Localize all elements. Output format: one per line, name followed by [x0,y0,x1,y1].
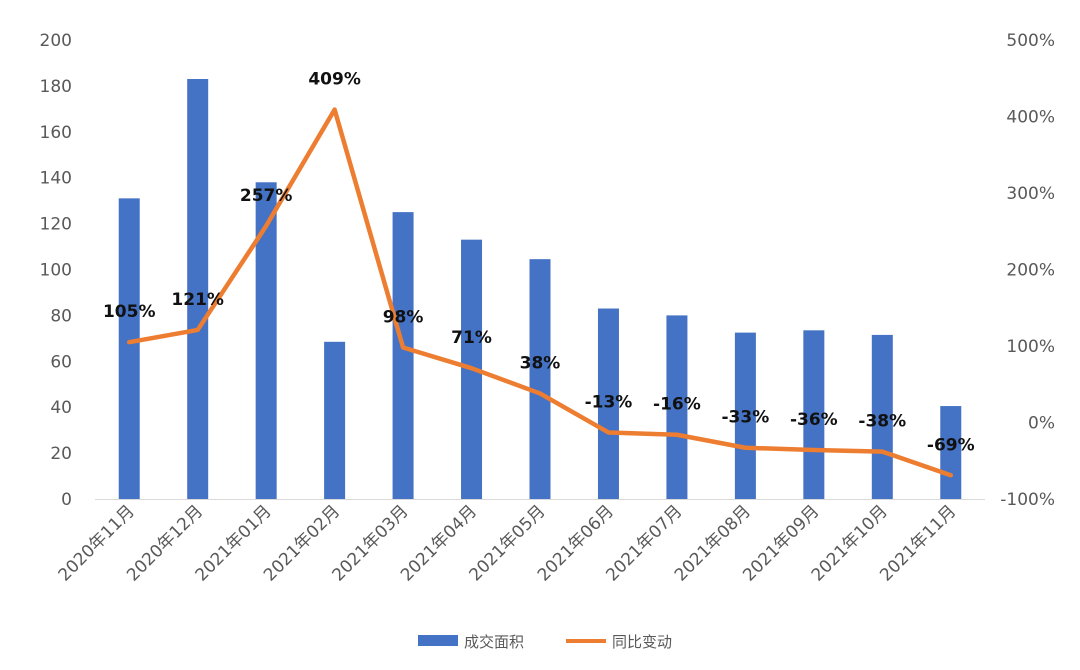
y-left-tick: 140 [40,169,72,189]
y-left-tick: 200 [40,31,72,51]
bar [119,198,140,499]
y-right-tick: 0% [1028,414,1055,434]
data-label: 257% [240,186,293,206]
y-right-tick: 400% [1006,108,1055,128]
y-left-tick: 180 [40,77,72,97]
x-axis-ticks: 2020年11月2020年12月2021年01月2021年02月2021年03月… [55,501,961,585]
y-right-tick: 100% [1006,337,1055,357]
data-label: 98% [383,308,424,328]
data-label: 71% [451,328,492,348]
bar [530,259,551,499]
data-label: 105% [103,302,156,322]
y-right-tick: 300% [1006,184,1055,204]
legend-label-line: 同比变动 [612,633,672,651]
legend-swatch-bar [418,635,458,646]
data-label: -69% [927,435,975,455]
data-label: -13% [585,392,633,412]
y-left-tick: 20 [50,444,72,464]
y-right-tick: 500% [1006,31,1055,51]
right-axis-ticks: -100% 0% 100% 200% 300% 400% 500% [1000,31,1055,510]
bar [393,212,414,499]
y-left-tick: 40 [50,398,72,418]
y-left-tick: 0 [61,490,72,510]
data-label: 38% [520,353,561,373]
data-label: -36% [790,410,838,430]
data-label: 121% [171,290,224,310]
data-label: -38% [858,412,906,432]
data-label: -16% [653,395,701,415]
y-left-tick: 80 [50,306,72,326]
bar-series [119,79,962,499]
y-right-tick: -100% [1000,490,1055,510]
y-left-tick: 100 [40,261,72,281]
left-axis-ticks: 0 20 40 60 80 100 120 140 160 180 200 [40,31,72,510]
y-left-tick: 60 [50,352,72,372]
data-label: 409% [308,70,361,90]
y-left-tick: 160 [40,123,72,143]
legend-label-bar: 成交面积 [464,633,524,651]
legend: 成交面积 同比变动 [418,633,672,651]
bar [324,342,345,499]
y-right-tick: 200% [1006,261,1055,281]
data-label: -33% [722,408,770,428]
y-left-tick: 120 [40,215,72,235]
